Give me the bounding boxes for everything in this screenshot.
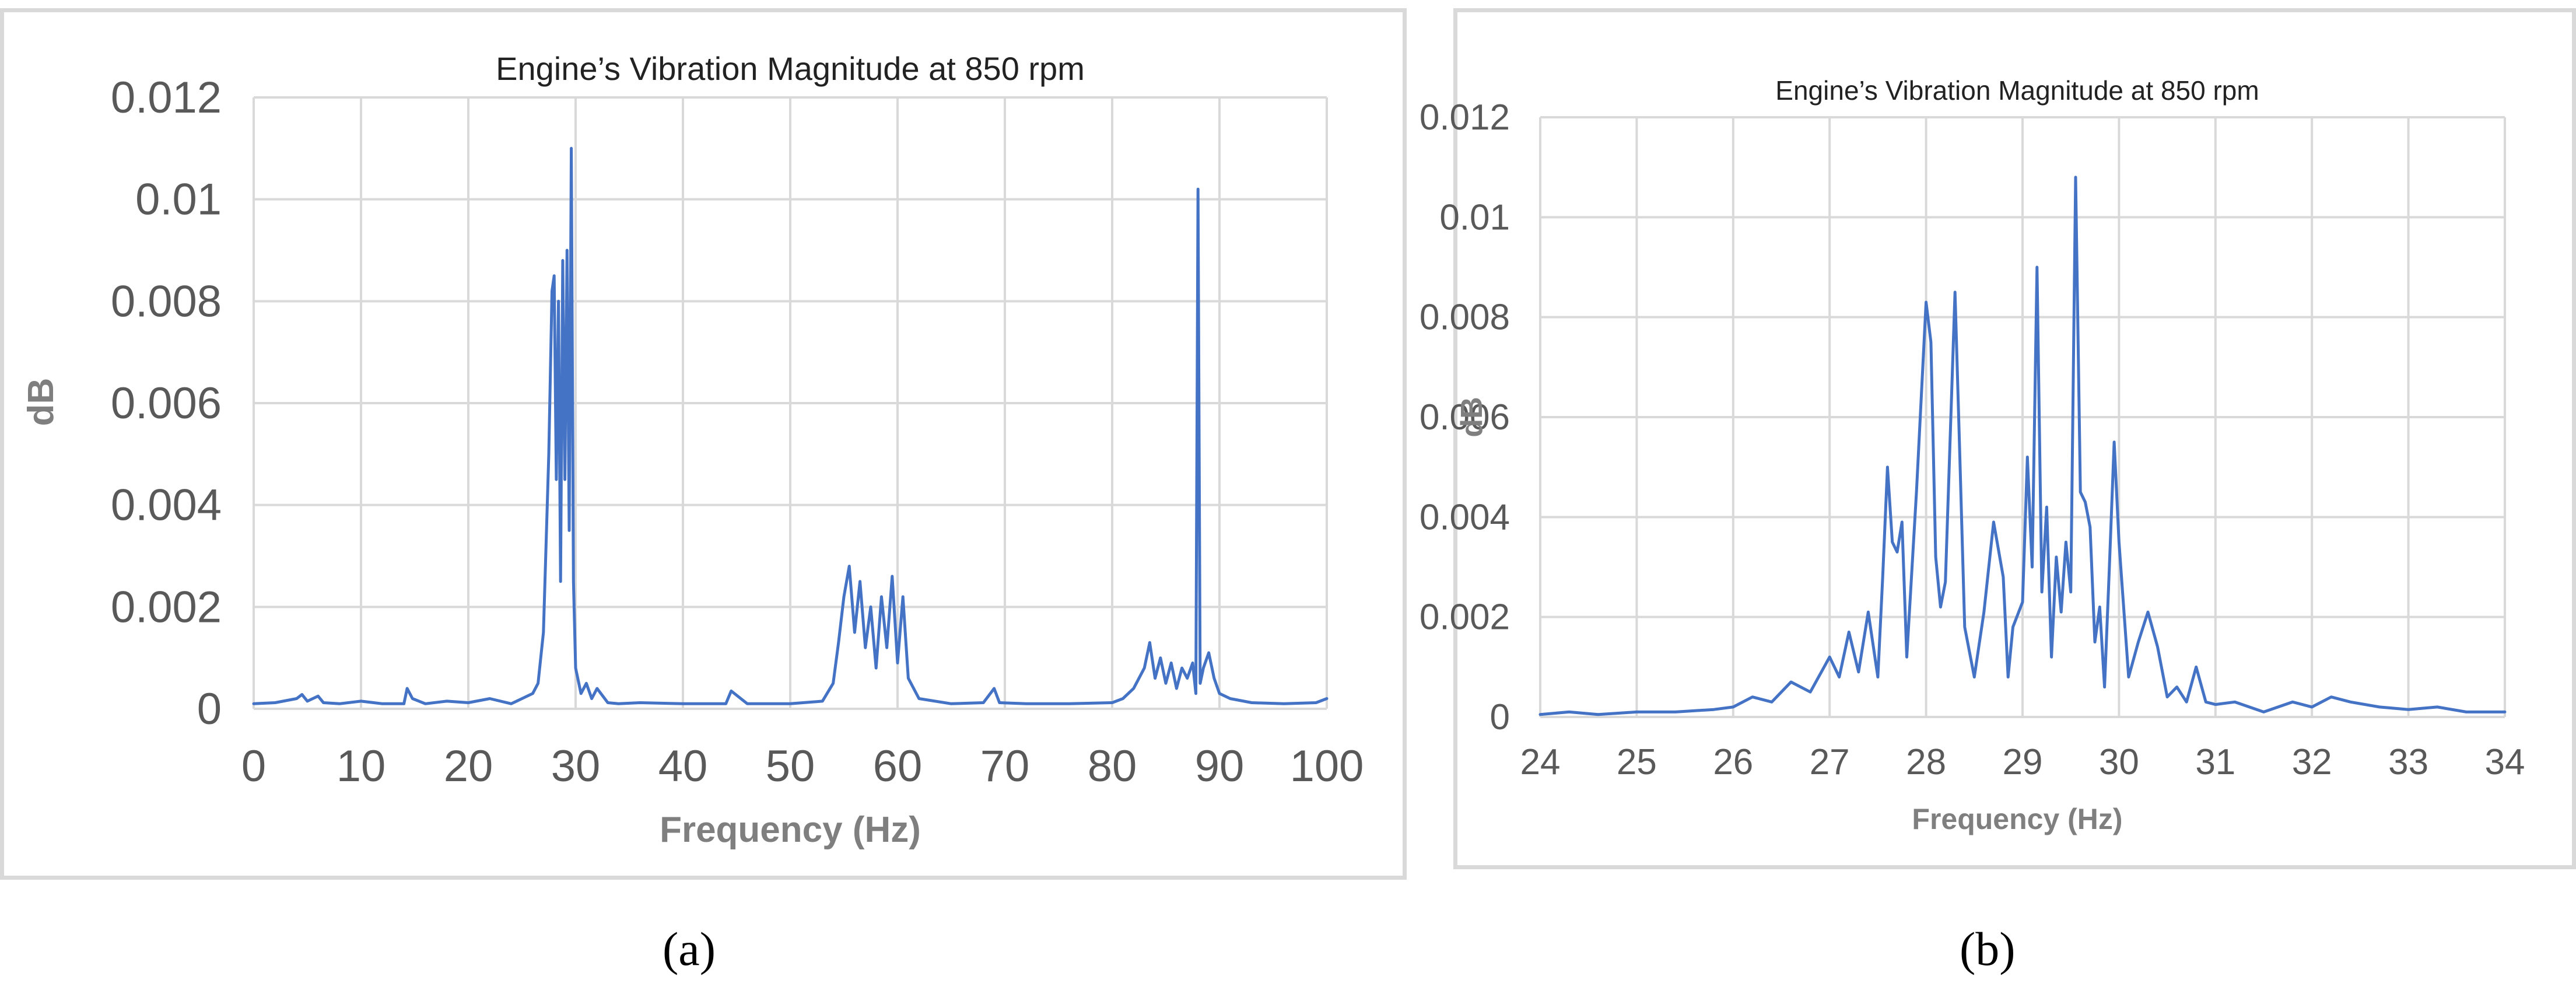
y-tick-label: 0.002 [1420, 597, 1510, 638]
caption-a: (a) [663, 922, 716, 975]
chart-title: Engine’s Vibration Magnitude at 850 rpm [496, 50, 1085, 87]
series-line [252, 146, 1329, 705]
y-tick-label: 0.01 [135, 175, 222, 225]
x-tick-label: 24 [1520, 742, 1561, 782]
y-tick-label: 0.004 [1420, 497, 1510, 537]
caption-b: (b) [1960, 922, 2016, 975]
x-tick-label: 10 [337, 741, 386, 791]
x-tick-label: 32 [2292, 742, 2332, 782]
y-tick-label: 0.004 [111, 481, 222, 530]
y-tick-label: 0.008 [1420, 298, 1510, 338]
chart-title: Engine’s Vibration Magnitude at 850 rpm [1775, 75, 2259, 106]
x-tick-label: 33 [2388, 742, 2428, 782]
x-tick-label: 25 [1617, 742, 1657, 782]
x-tick-label: 80 [1088, 741, 1137, 791]
x-tick-label: 26 [1713, 742, 1753, 782]
x-tick-label: 100 [1290, 741, 1364, 791]
chart-a-svg: Engine’s Vibration Magnitude at 850 rpm 0… [21, 50, 1364, 850]
x-axis-title: Frequency (Hz) [1912, 803, 2122, 835]
x-tick-label: 31 [2195, 742, 2235, 782]
x-tick-label: 40 [658, 741, 708, 791]
y-axis-title: dB [21, 378, 61, 426]
chart-b-svg: Engine’s Vibration Magnitude at 850 rpm 2… [1420, 75, 2525, 835]
y-tick-label: 0 [197, 684, 222, 734]
x-tick-label: 28 [1906, 742, 1946, 782]
x-axis-title: Frequency (Hz) [660, 810, 921, 850]
y-tick-label: 0 [1490, 697, 1510, 737]
x-tick-label: 70 [980, 741, 1030, 791]
x-tick-label: 27 [1810, 742, 1850, 782]
y-tick-label: 0.008 [111, 277, 222, 326]
x-tick-label: 0 [241, 741, 266, 791]
x-tick-label: 29 [2003, 742, 2043, 782]
y-tick-label: 0.012 [1420, 97, 1510, 138]
x-tick-label: 30 [2099, 742, 2139, 782]
x-tick-label: 20 [444, 741, 493, 791]
y-tick-label: 0.002 [111, 582, 222, 632]
y-tick-label: 0.012 [111, 73, 222, 123]
y-tick-label: 0.006 [1420, 397, 1510, 438]
x-tick-label: 90 [1195, 741, 1245, 791]
x-tick-label: 50 [766, 741, 815, 791]
x-tick-label: 30 [551, 741, 601, 791]
y-tick-label: 0.01 [1439, 197, 1510, 237]
chart-panel-a: Engine’s Vibration Magnitude at 850 rpm 0… [0, 8, 1407, 880]
series-line [1538, 176, 2507, 716]
y-tick-label: 0.006 [111, 379, 222, 428]
chart-panel-b: Engine’s Vibration Magnitude at 850 rpm 2… [1420, 8, 2576, 869]
x-tick-label: 34 [2485, 742, 2525, 782]
x-tick-label: 60 [873, 741, 923, 791]
y-axis-title: dB [1455, 397, 1489, 437]
